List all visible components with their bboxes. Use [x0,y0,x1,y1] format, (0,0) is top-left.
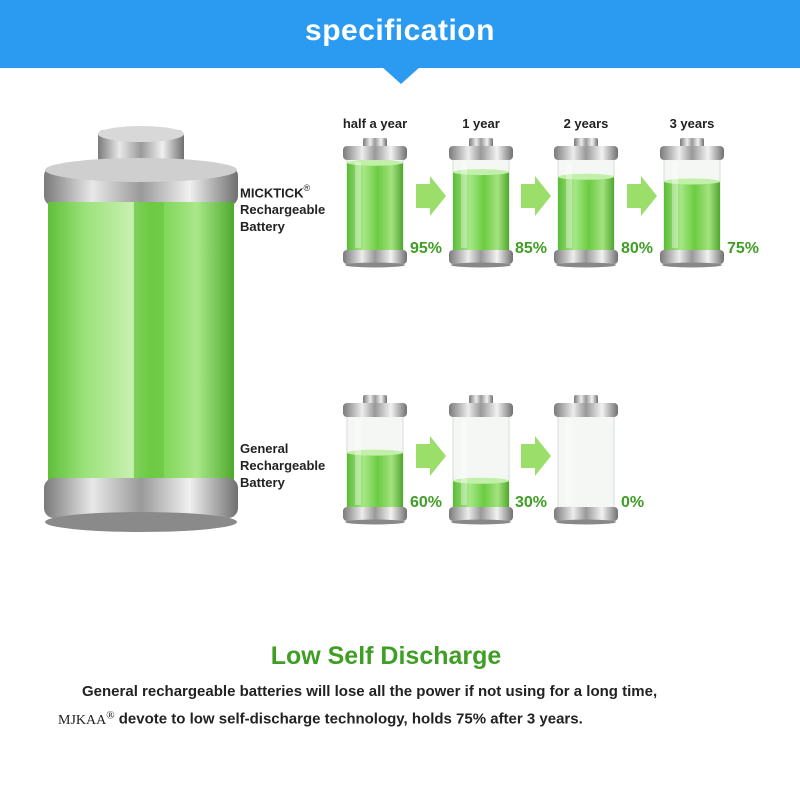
banner-pointer [381,66,421,84]
general-label-line3: Battery [240,475,285,490]
battery-icon [449,138,513,268]
registered-mark: ® [303,183,311,193]
period-label: half a year [342,116,408,131]
battery-icon [449,395,513,525]
period-label: 3 years [669,116,715,131]
micktick-label-line2: Rechargeable [240,202,326,218]
micktick-battery-label: MICKTICK® Rechargeable Battery [240,181,325,235]
arrow-right-icon [521,436,551,476]
battery-icon [554,395,618,525]
arrow-right-icon [416,176,446,216]
period-label: 2 years [563,116,609,131]
micktick-label-line3: Battery [240,219,285,235]
mjkaa-brand-text: MJKAA [58,712,107,728]
arrow-right-icon [521,176,551,216]
micktick-brand: MICKTICK [240,185,304,201]
arrow-right-icon [416,436,446,476]
general-battery-label: General Rechargeable Battery [240,440,325,491]
description-line-1: General rechargeable batteries will lose… [82,683,658,700]
charge-percent: 0% [621,494,645,511]
charge-percent: 80% [621,240,654,257]
charge-percent: 75% [727,240,760,257]
registered-mark: ® [106,709,115,721]
large-battery-image [44,126,238,532]
arrow-right-icon [627,176,657,216]
general-label-line1: General [240,441,289,456]
charge-percent: 95% [410,240,443,257]
section-heading: Low Self Discharge [270,642,502,670]
charge-percent: 30% [515,494,548,511]
period-label: 1 year [462,116,500,131]
mjkaa-brand: MJKAA® [58,709,115,728]
battery-icon [554,138,618,268]
battery-icon [660,138,724,268]
page-title: specification [305,14,495,47]
header-banner [0,0,800,68]
description-line-2-text: devote to low self-discharge technology,… [118,710,583,728]
battery-icon [343,395,407,525]
charge-percent: 85% [515,240,548,257]
battery-icon [343,138,407,268]
general-label-line2: Rechargeable [240,458,326,473]
description-line-2: MJKAA® devote to low self-discharge tech… [58,709,583,729]
charge-percent: 60% [410,494,443,511]
